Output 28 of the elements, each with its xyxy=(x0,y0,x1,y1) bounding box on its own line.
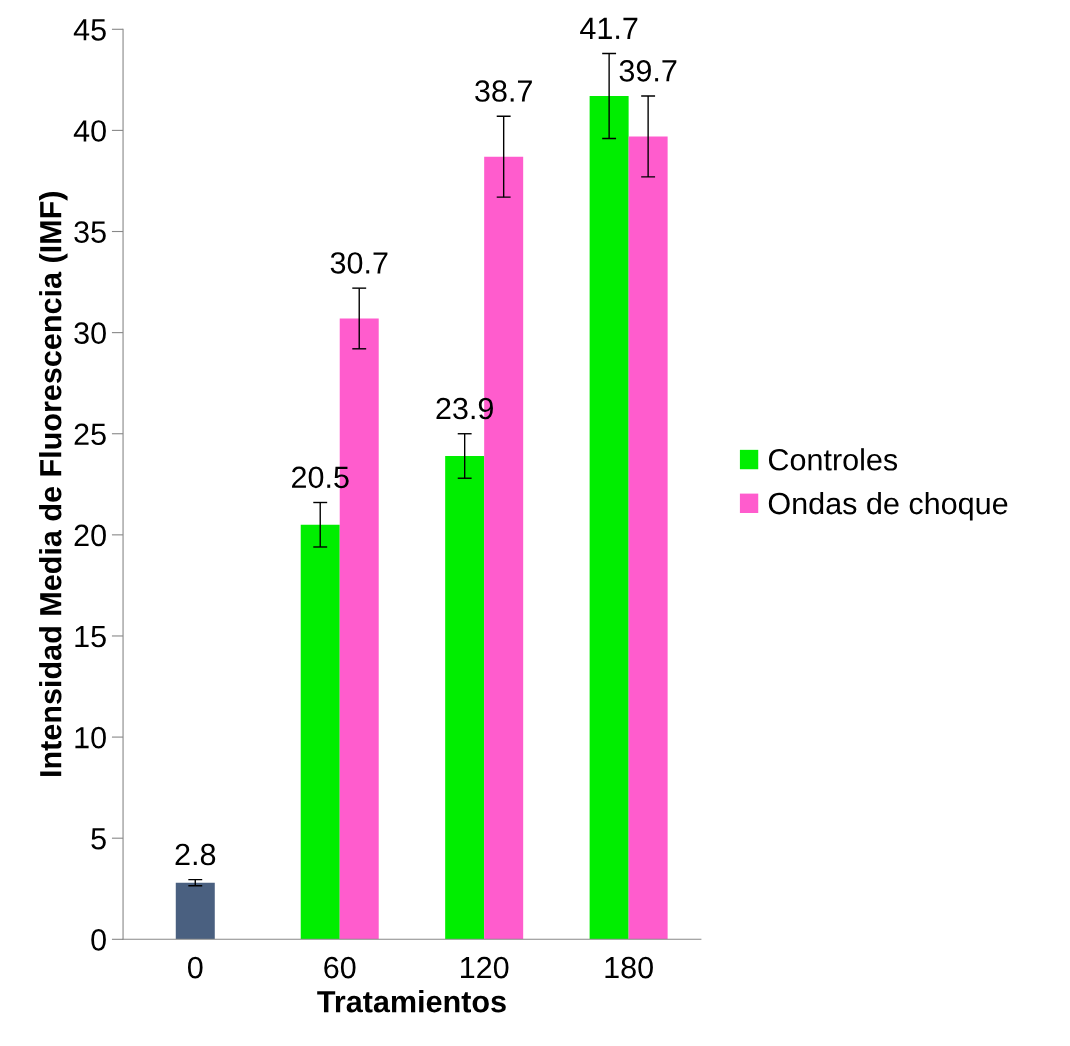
data-label: 30.7 xyxy=(330,252,388,274)
data-label: 38.7 xyxy=(475,80,532,102)
y-tick-label: 35 xyxy=(74,221,106,243)
x-tick-label: 0 xyxy=(187,956,203,979)
legend-label: Controles xyxy=(768,448,898,471)
y-tick-label: 40 xyxy=(73,120,106,142)
data-label: 39.7 xyxy=(619,60,677,82)
y-axis-title: Intensidad Media de Fluorescencia (IMF) xyxy=(39,192,68,776)
bar xyxy=(445,455,485,940)
y-tick-label: 15 xyxy=(75,626,106,648)
legend-label: Ondas de choque xyxy=(768,491,1008,521)
x-tick-label: 180 xyxy=(605,956,653,979)
bar xyxy=(175,882,215,940)
y-tick-label: 5 xyxy=(91,828,106,850)
y-tick-label: 25 xyxy=(74,423,106,446)
bar xyxy=(300,524,340,940)
data-label: 2.8 xyxy=(175,843,216,866)
bar xyxy=(628,136,668,940)
y-tick-label: 10 xyxy=(75,726,106,749)
y-tick-label: 0 xyxy=(91,929,106,951)
x-tick-label: 120 xyxy=(461,956,509,979)
y-tick-label: 20 xyxy=(74,524,106,547)
bar xyxy=(589,96,629,940)
x-tick-label: 60 xyxy=(324,956,356,979)
data-label: 41.7 xyxy=(580,17,638,39)
y-tick-label: 45 xyxy=(73,19,106,41)
x-axis-title: Tratamientos xyxy=(317,990,506,1013)
y-tick-label: 30 xyxy=(74,322,106,344)
